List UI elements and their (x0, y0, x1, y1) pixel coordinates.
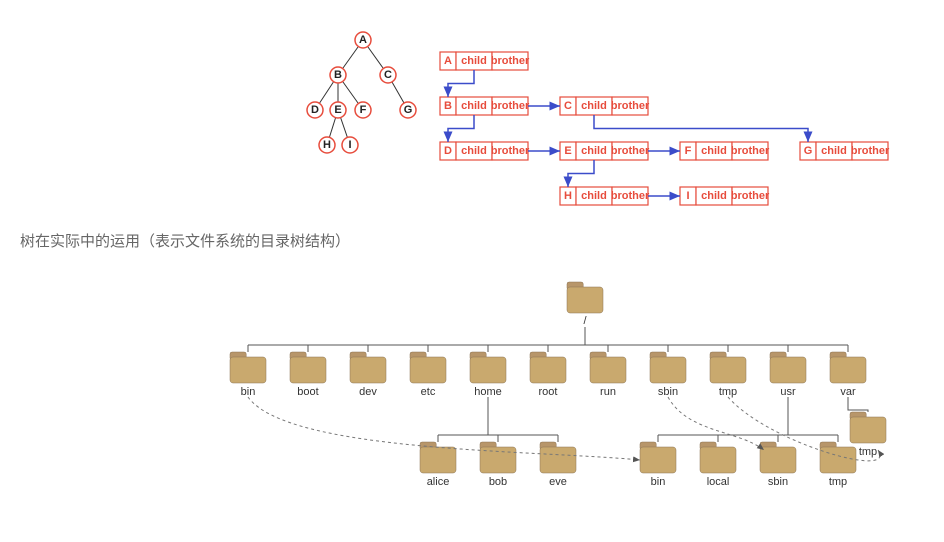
svg-text:child: child (701, 145, 727, 157)
diagram-svg: A B C D E F G H I Achild brother Bchild brother Cchi… (0, 0, 944, 542)
symlink-sbin (668, 397, 764, 450)
filesystem-tree: / bin boot dev etc home root run sbin tmp usr var al… (230, 282, 886, 488)
svg-text:tmp: tmp (719, 386, 737, 398)
svg-text:alice: alice (427, 476, 450, 488)
svg-text:boot: boot (297, 386, 318, 398)
svg-text:E: E (564, 145, 571, 157)
svg-text:sbin: sbin (658, 386, 678, 398)
svg-text:bin: bin (241, 386, 256, 398)
svg-text:child: child (461, 145, 487, 157)
folder-eve: eve (540, 442, 576, 488)
child-brother-diagram: Achild brother Bchild brother Cchild brother D… (440, 52, 890, 205)
svg-text:tmp: tmp (829, 476, 847, 488)
folder-home: home (470, 352, 506, 398)
svg-text:usr: usr (780, 386, 796, 398)
svg-text:tmp: tmp (859, 446, 877, 458)
svg-text:bob: bob (489, 476, 507, 488)
folder-root: root (530, 352, 566, 398)
svg-text:child: child (461, 55, 487, 67)
svg-text:eve: eve (549, 476, 567, 488)
svg-text:I: I (686, 190, 689, 202)
svg-text:H: H (564, 190, 572, 202)
svg-text:etc: etc (421, 386, 436, 398)
svg-text:child: child (821, 145, 847, 157)
svg-text:I: I (348, 139, 351, 151)
folder-sbin: sbin (760, 442, 796, 488)
svg-text:brother: brother (851, 145, 890, 157)
folder-root (567, 282, 603, 313)
svg-text:brother: brother (731, 145, 770, 157)
folder-boot: boot (290, 352, 326, 398)
folder-usr: usr (770, 352, 806, 398)
svg-text:home: home (474, 386, 502, 398)
svg-text:D: D (311, 104, 319, 116)
svg-text:child: child (461, 100, 487, 112)
svg-text:brother: brother (611, 145, 650, 157)
svg-text:root: root (539, 386, 558, 398)
svg-text:A: A (359, 34, 367, 46)
folder-alice: alice (420, 442, 456, 488)
folder-dev: dev (350, 352, 386, 398)
svg-text:local: local (707, 476, 730, 488)
child-arrow (594, 115, 808, 142)
folder-bin: bin (230, 352, 266, 398)
binary-tree: A B C D E F G H I (307, 32, 416, 153)
svg-text:brother: brother (491, 145, 530, 157)
svg-text:B: B (334, 69, 342, 81)
folder-bin: bin (640, 442, 676, 488)
folder-local: local (700, 442, 736, 488)
folder-bob: bob (480, 442, 516, 488)
svg-text:F: F (685, 145, 692, 157)
child-arrow (568, 160, 594, 187)
svg-text:D: D (444, 145, 452, 157)
svg-text:A: A (444, 55, 452, 67)
svg-text:brother: brother (611, 100, 650, 112)
svg-text:brother: brother (611, 190, 650, 202)
svg-text:G: G (404, 104, 413, 116)
folder-tmp: tmp (710, 352, 746, 398)
svg-text:/: / (583, 315, 587, 327)
svg-text:bin: bin (651, 476, 666, 488)
child-arrow (448, 70, 474, 97)
svg-text:C: C (564, 100, 572, 112)
svg-text:C: C (384, 69, 392, 81)
svg-text:brother: brother (491, 55, 530, 67)
folder-run: run (590, 352, 626, 398)
svg-text:E: E (334, 104, 341, 116)
folder-sbin: sbin (650, 352, 686, 398)
svg-text:dev: dev (359, 386, 377, 398)
svg-text:sbin: sbin (768, 476, 788, 488)
svg-text:brother: brother (491, 100, 530, 112)
svg-text:G: G (804, 145, 813, 157)
svg-text:run: run (600, 386, 616, 398)
svg-text:B: B (444, 100, 452, 112)
svg-text:F: F (360, 104, 367, 116)
svg-text:brother: brother (731, 190, 770, 202)
svg-text:child: child (581, 100, 607, 112)
folder-etc: etc (410, 352, 446, 398)
folder-tmp: tmp (820, 442, 856, 488)
svg-text:child: child (581, 190, 607, 202)
child-arrow (448, 115, 474, 142)
svg-text:child: child (701, 190, 727, 202)
svg-text:var: var (840, 386, 856, 398)
svg-text:child: child (581, 145, 607, 157)
folder-var: var (830, 352, 866, 398)
svg-text:H: H (323, 139, 331, 151)
